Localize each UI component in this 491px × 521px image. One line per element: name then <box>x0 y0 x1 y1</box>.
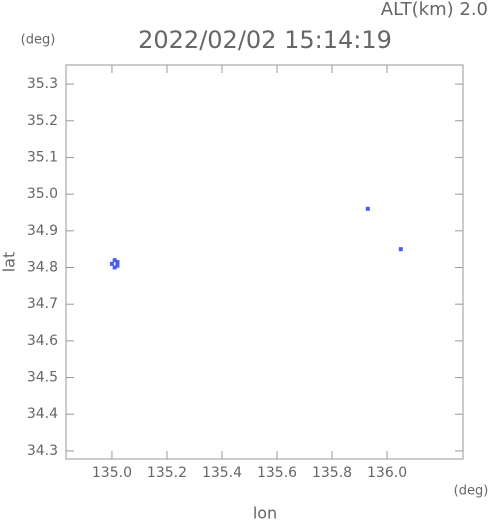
point <box>115 263 120 268</box>
y-tick-label: 34.8 <box>27 260 58 276</box>
y-tick-label: 35.1 <box>27 149 58 165</box>
x-tick-label: 135.0 <box>92 465 132 481</box>
y-tick-label: 35.3 <box>27 76 58 92</box>
y-tick-label: 34.6 <box>27 333 58 349</box>
x-tick-label: 135.2 <box>147 465 187 481</box>
point <box>112 265 117 270</box>
y-tick-label: 35.0 <box>27 186 58 202</box>
y-unit: (deg) <box>21 33 56 48</box>
y-tick-label: 34.9 <box>27 223 58 239</box>
y-axis-label: lat <box>0 252 19 273</box>
point <box>365 206 370 211</box>
altitude-label: ALT(km) 2.0 <box>381 0 488 20</box>
point <box>109 261 114 266</box>
y-tick-label: 34.7 <box>27 296 58 312</box>
point <box>398 247 403 252</box>
x-axis-label: lon <box>253 504 277 521</box>
point <box>112 258 117 263</box>
y-tick-label: 35.2 <box>27 113 58 129</box>
x-tick-label: 135.6 <box>257 465 297 481</box>
chart-title: 2022/02/02 15:14:19 <box>138 26 392 54</box>
plot-frame <box>65 64 464 460</box>
x-tick-label: 136.0 <box>367 465 407 481</box>
y-tick-label: 34.4 <box>27 406 58 422</box>
point <box>115 260 120 264</box>
x-unit: (deg) <box>454 484 489 499</box>
y-tick-label: 34.5 <box>27 370 58 386</box>
x-tick-label: 135.8 <box>312 465 352 481</box>
x-tick-label: 135.4 <box>202 465 242 481</box>
y-tick-label: 34.3 <box>27 443 58 459</box>
